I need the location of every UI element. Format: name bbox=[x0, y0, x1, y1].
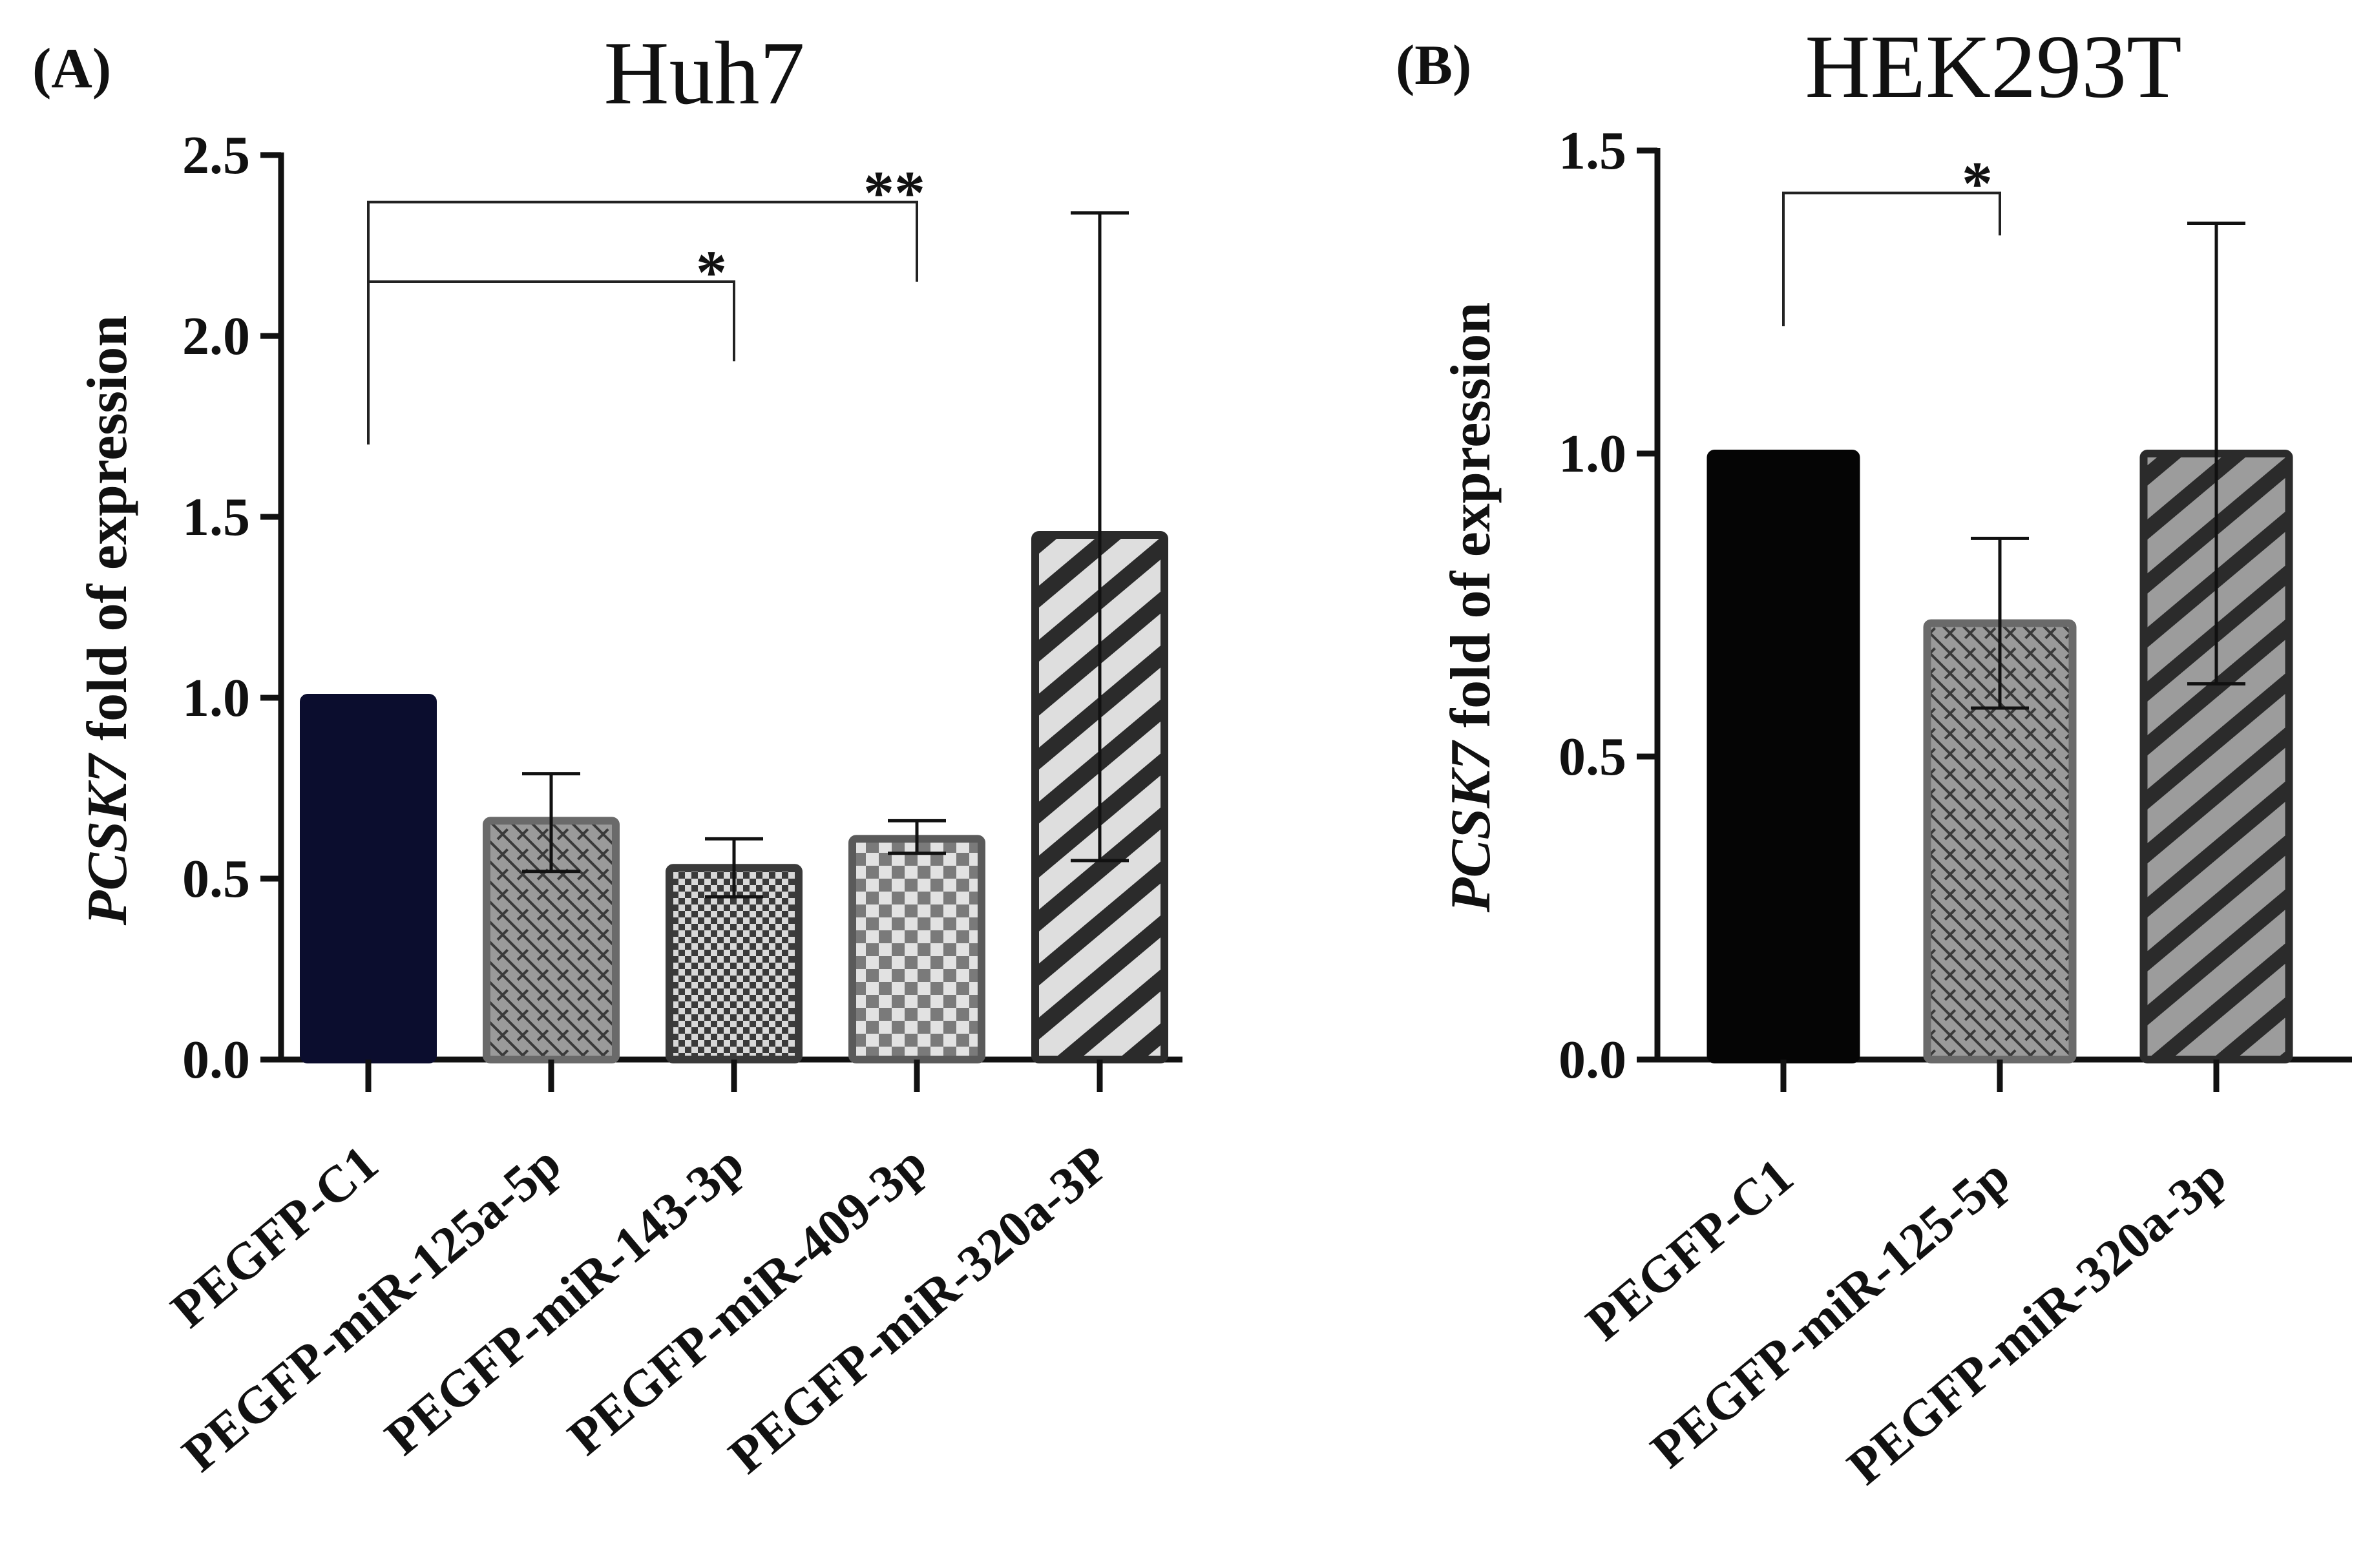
significance-label: * bbox=[696, 238, 727, 307]
y-tick-label: 1.0 bbox=[1559, 424, 1626, 484]
y-axis-label-text-a: fold of expression bbox=[76, 315, 139, 755]
y-axis-label-gene-a: PCSK7 bbox=[76, 753, 139, 926]
bar bbox=[1707, 450, 1860, 1063]
y-axis-label-gene-b: PCSK7 bbox=[1440, 740, 1502, 913]
bar bbox=[300, 694, 437, 1063]
significance-bracket bbox=[367, 200, 918, 444]
y-tick-label: 1.5 bbox=[1559, 121, 1626, 181]
plot-area-a: 0.00.51.01.52.02.5PEGFP-C1PEGFP-miR-125a… bbox=[161, 125, 1182, 1485]
panel-a: (A) Huh7 PCSK7 fold of expression 0.0 0.5… bbox=[32, 23, 1182, 1485]
y-tick-label: 1.0 bbox=[182, 668, 250, 728]
y-tick-label: 0.5 bbox=[182, 849, 250, 909]
y-tick-label: 0.0 bbox=[182, 1030, 250, 1090]
chart-title-huh7: Huh7 bbox=[604, 23, 804, 123]
bar bbox=[848, 835, 985, 1064]
x-tick-label: PEGFP-miR-125-5p bbox=[1641, 1147, 2021, 1479]
significance-label: * bbox=[1962, 149, 1993, 218]
panel-label-b: (B) bbox=[1396, 34, 1471, 97]
y-tick-label: 2.5 bbox=[182, 125, 250, 185]
y-tick-label: 0.0 bbox=[1559, 1030, 1626, 1090]
plot-area-b: 0.0 0.5 1.0 1.5 PEGFP-C1PEGFP-miR-125-5pPEGF… bbox=[1559, 121, 2352, 1496]
significance-bracket bbox=[1782, 191, 2001, 327]
x-tick-label: PEGFP-miR-320a-3p bbox=[1837, 1147, 2236, 1496]
significance-bracket bbox=[367, 280, 735, 444]
y-tick-label: 0.5 bbox=[1559, 727, 1626, 787]
x-tick-label: PEGFP-C1 bbox=[1576, 1147, 1804, 1352]
panel-b: (B) HEK293T PCSK7 fold of expression 0.0… bbox=[1396, 17, 2352, 1496]
y-tick-label: 1.5 bbox=[182, 487, 250, 547]
y-axis-label-a: PCSK7 fold of expression bbox=[76, 315, 139, 926]
y-axis-label-text-b: fold of expression bbox=[1440, 302, 1502, 742]
panel-label-a: (A) bbox=[32, 37, 111, 100]
y-tick-label: 2.0 bbox=[182, 306, 250, 366]
y-axis-label-b: PCSK7 fold of expression bbox=[1440, 302, 1502, 914]
chart-title-hek293t: HEK293T bbox=[1805, 17, 2181, 117]
significance-label: ** bbox=[863, 158, 925, 227]
